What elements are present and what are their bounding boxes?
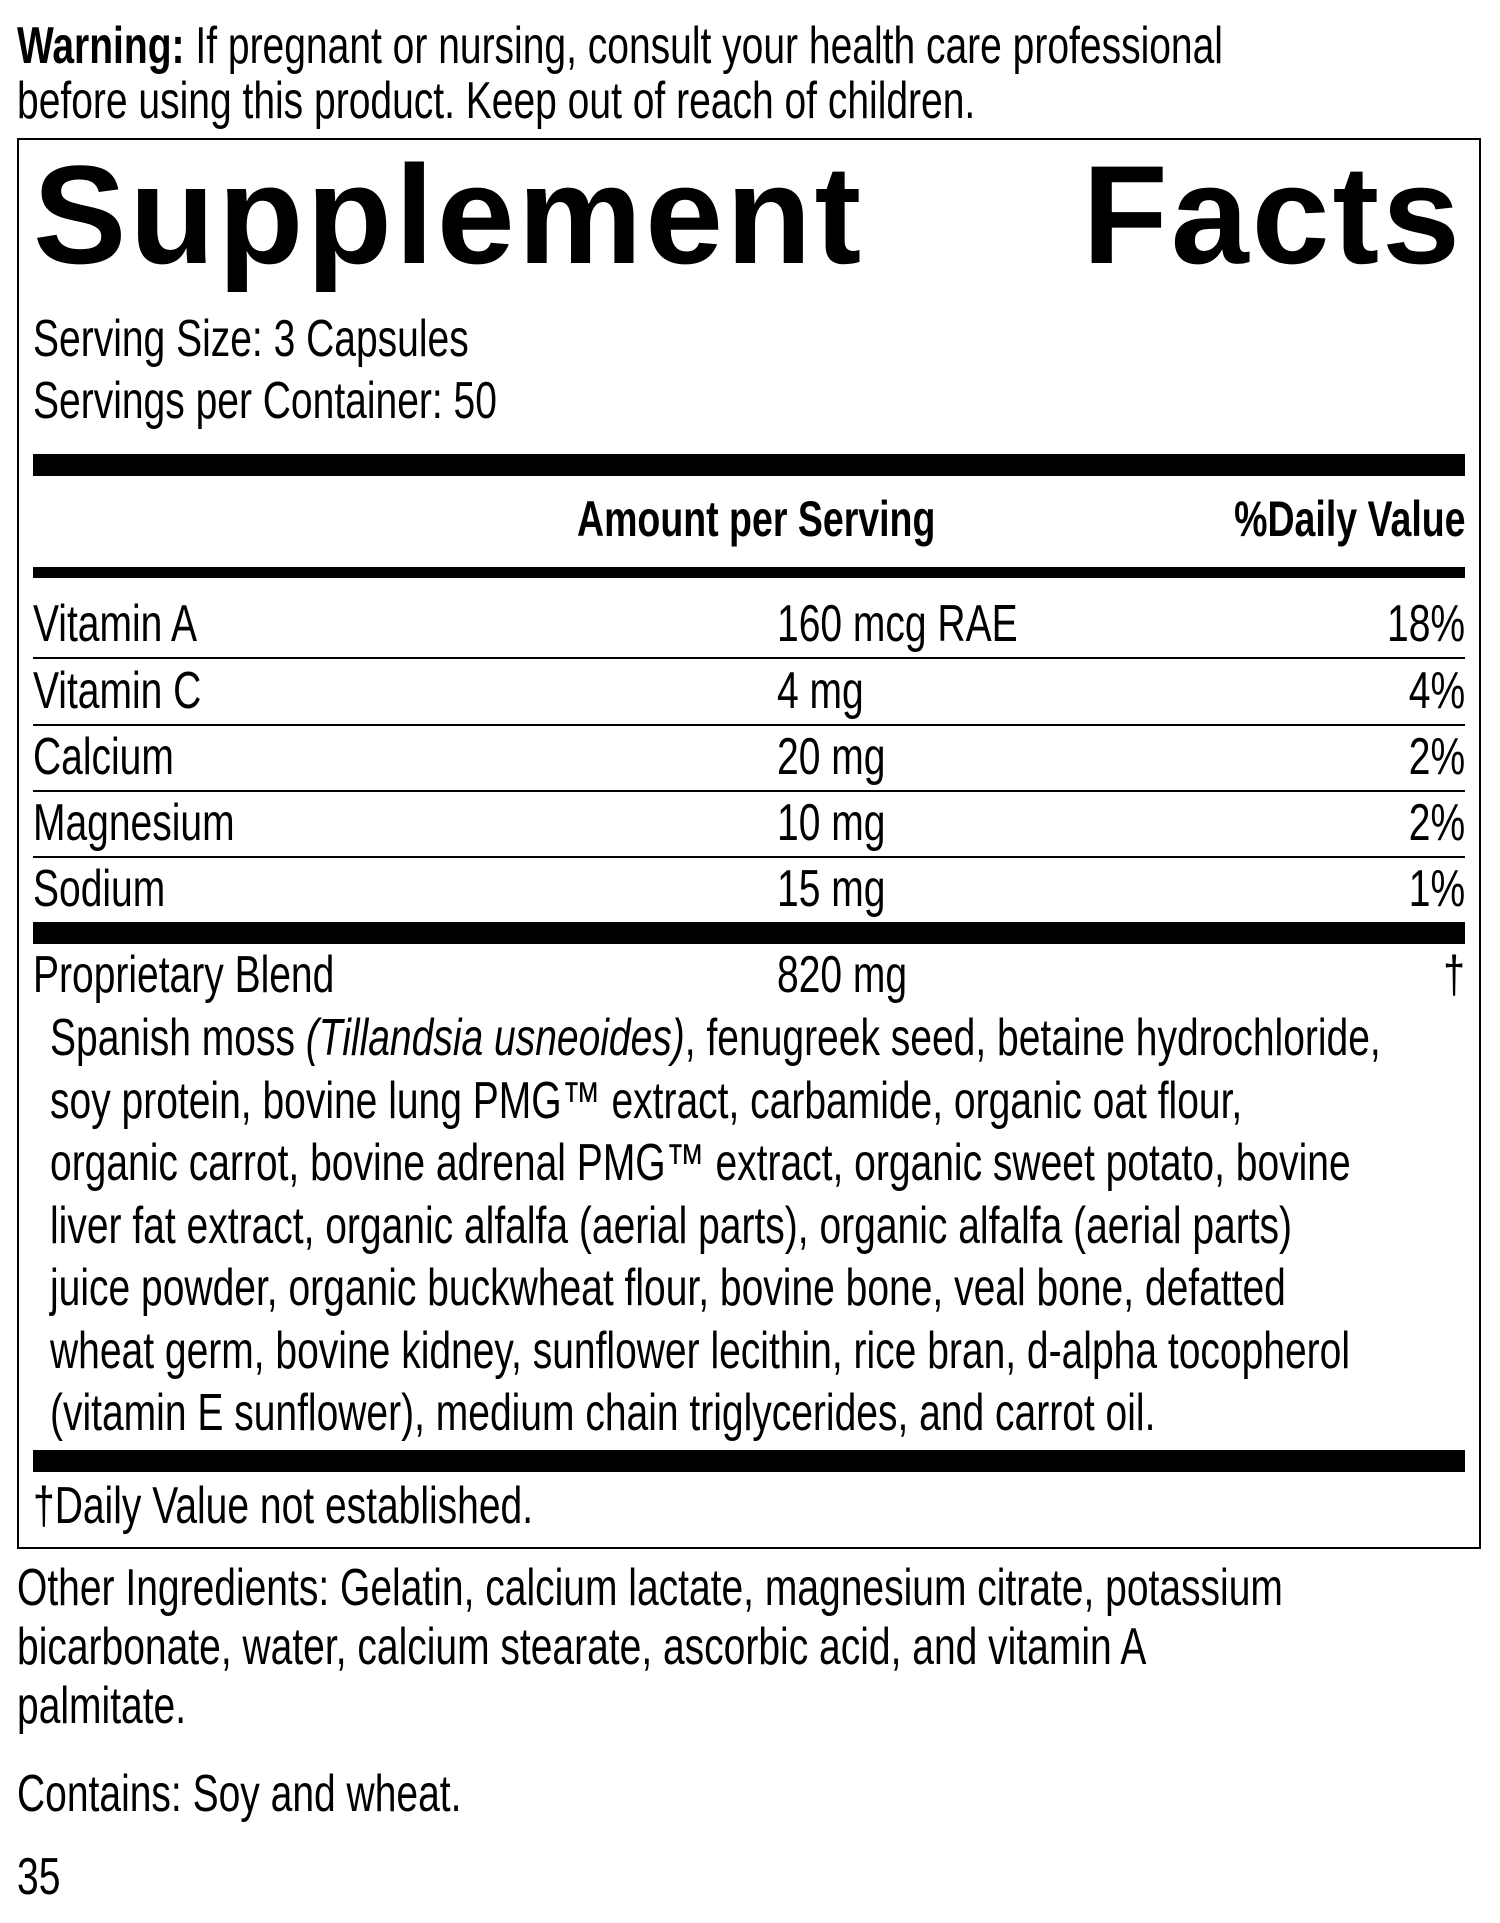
nutrient-name: Vitamin A: [33, 595, 198, 653]
blend-name: Proprietary Blend: [33, 946, 335, 1004]
nutrient-daily-value: 2%: [1408, 728, 1465, 786]
nutrient-amount: 10 mg: [777, 794, 886, 852]
divider-thick: [33, 1450, 1465, 1472]
divider-medium: [33, 567, 1465, 578]
divider-thick: [33, 454, 1465, 476]
row-divider: [33, 657, 1465, 659]
title-facts: Facts: [1082, 136, 1463, 293]
nutrient-name: Sodium: [33, 860, 166, 918]
nutrient-amount: 20 mg: [777, 728, 886, 786]
header-amount: Amount per Serving: [577, 491, 936, 547]
nutrient-name: Magnesium: [33, 794, 235, 852]
nutrient-amount: 15 mg: [777, 860, 886, 918]
other-ingredients-line: bicarbonate, water, calcium stearate, as…: [17, 1618, 1147, 1676]
servings-per-container: Servings per Container: 50: [33, 372, 497, 430]
blend-ingredients-line: wheat germ, bovine kidney, sunflower lec…: [50, 1321, 1350, 1380]
blend-ingredients-line: Spanish moss (Tillandsia usneoides), fen…: [50, 1009, 1381, 1067]
contains-statement: Contains: Soy and wheat.: [17, 1765, 462, 1823]
blend-ingredients-line: (vitamin E sunflower), medium chain trig…: [50, 1384, 1156, 1442]
title-supplement: Supplement: [33, 136, 865, 293]
header-daily-value: %Daily Value: [1233, 491, 1465, 547]
row-divider: [33, 856, 1465, 858]
other-ingredients-line: Other Ingredients: Gelatin, calcium lact…: [17, 1559, 1283, 1617]
row-divider: [33, 724, 1465, 726]
warning-line-2: before using this product. Keep out of r…: [17, 72, 976, 130]
supplement-facts-panel: [17, 138, 1481, 1549]
nutrient-name: Vitamin C: [33, 662, 202, 720]
blend-ingredients-line: juice powder, organic buckwheat flour, b…: [50, 1259, 1286, 1318]
nutrient-daily-value: 4%: [1408, 662, 1465, 720]
blend-ingredients-line: organic carrot, bovine adrenal PMG™ extr…: [50, 1134, 1351, 1193]
other-ingredients-line: palmitate.: [17, 1677, 187, 1735]
nutrient-daily-value: 18%: [1386, 595, 1465, 653]
blend-ingredients-line: soy protein, bovine lung PMG™ extract, c…: [50, 1072, 1243, 1130]
blend-amount: 820 mg: [777, 946, 908, 1004]
footnote: †Daily Value not established.: [33, 1477, 534, 1535]
warning-text: If pregnant or nursing, consult your hea…: [195, 17, 1223, 75]
row-divider: [33, 790, 1465, 792]
nutrient-daily-value: 1%: [1408, 860, 1465, 918]
warning-line-1: Warning: If pregnant or nursing, consult…: [17, 20, 1223, 72]
serving-size: Serving Size: 3 Capsules: [33, 310, 469, 368]
nutrient-amount: 4 mg: [777, 662, 864, 720]
blend-ingredients-line: liver fat extract, organic alfalfa (aeri…: [50, 1196, 1293, 1255]
blend-dagger: †: [1443, 946, 1465, 1004]
nutrient-name: Calcium: [33, 728, 174, 786]
page-number: 35: [17, 1848, 61, 1906]
nutrient-amount: 160 mcg RAE: [777, 595, 1018, 653]
warning-label: Warning:: [17, 17, 185, 75]
divider-thick: [33, 922, 1465, 944]
nutrient-daily-value: 2%: [1408, 794, 1465, 852]
